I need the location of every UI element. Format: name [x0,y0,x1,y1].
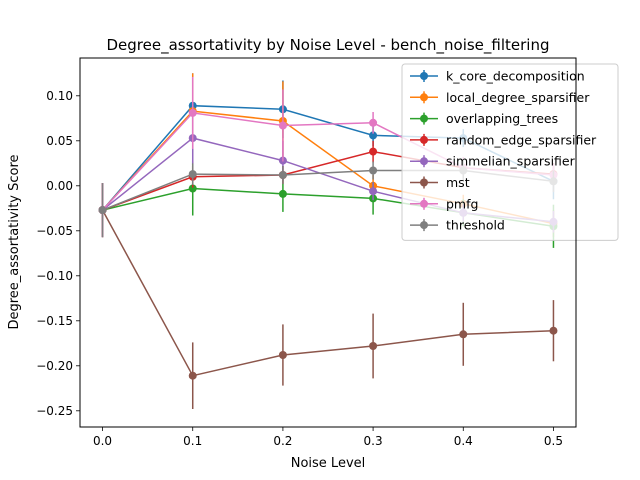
legend-entry: pmfg [410,196,478,211]
chart-title: Degree_assortativity by Noise Level - be… [106,36,549,55]
data-point [278,351,287,359]
data-point [369,118,378,127]
data-point [549,326,558,335]
x-axis-label: Noise Level [291,456,366,471]
legend-marker [420,72,428,80]
data-point [369,342,378,350]
legend-marker [420,178,428,187]
legend-label: simmelian_sparsifier [446,154,576,169]
legend-marker [420,114,428,123]
data-point [278,189,287,198]
data-point [369,131,378,140]
data-point [459,330,468,339]
x-tick-label: 0.3 [364,434,383,448]
legend-label: pmfg [446,196,478,211]
legend-marker [420,221,428,230]
y-tick-label: −0.10 [36,269,73,283]
data-point [278,171,287,179]
legend-marker [420,135,428,144]
series-mst [98,183,558,409]
data-point [188,371,197,380]
legend-entry: k_core_decomposition [410,69,585,84]
x-tick-label: 0.0 [93,434,112,448]
y-tick-label: −0.05 [36,224,73,238]
legend-label: local_degree_sparsifier [446,90,590,105]
legend-entry: overlapping_trees [410,111,558,126]
plot-frame [79,57,577,428]
y-tick-label: 0.00 [46,179,73,193]
legend-entry: simmelian_sparsifier [410,154,576,169]
y-tick-label: −0.15 [36,314,73,328]
legend-entry: local_degree_sparsifier [410,90,590,105]
y-tick-label: −0.25 [36,404,73,418]
legend-label: random_edge_sparsifier [446,132,597,147]
legend-label: overlapping_trees [446,111,558,126]
legend-box [401,63,619,241]
legend-label: k_core_decomposition [446,69,585,84]
legend-label: mst [446,175,470,190]
x-tick-label: 0.4 [454,434,473,448]
y-tick-label: 0.10 [46,89,73,103]
legend-marker [420,93,428,102]
y-tick-label: −0.20 [36,359,73,373]
x-axis-ticks: 0.0 0.1 0.2 0.3 0.4 0.5 [93,427,563,448]
legend: k_core_decomposition local_degree_sparsif… [401,63,619,241]
legend-entry: mst [410,175,470,190]
data-point [369,187,378,196]
data-point [369,166,378,175]
x-tick-label: 0.5 [544,434,563,448]
data-point [188,184,197,193]
x-tick-label: 0.2 [273,434,292,448]
legend-label: threshold [446,218,505,233]
y-axis-ticks: −0.25 −0.20 −0.15 −0.10 −0.05 0.00 0.05 0.10 [36,89,80,418]
data-point [188,170,197,179]
legend-marker [420,199,428,208]
data-point [278,121,287,130]
y-axis-label: Degree_assortativity Score [7,154,22,329]
y-tick-label: 0.05 [46,134,73,148]
x-tick-label: 0.1 [183,434,202,448]
series-line [101,209,554,377]
legend-entry: random_edge_sparsifier [410,132,597,147]
data-point [188,108,197,117]
legend-entry: threshold [410,218,505,233]
data-point [98,206,107,215]
data-point [369,147,378,156]
legend-marker [420,157,428,166]
